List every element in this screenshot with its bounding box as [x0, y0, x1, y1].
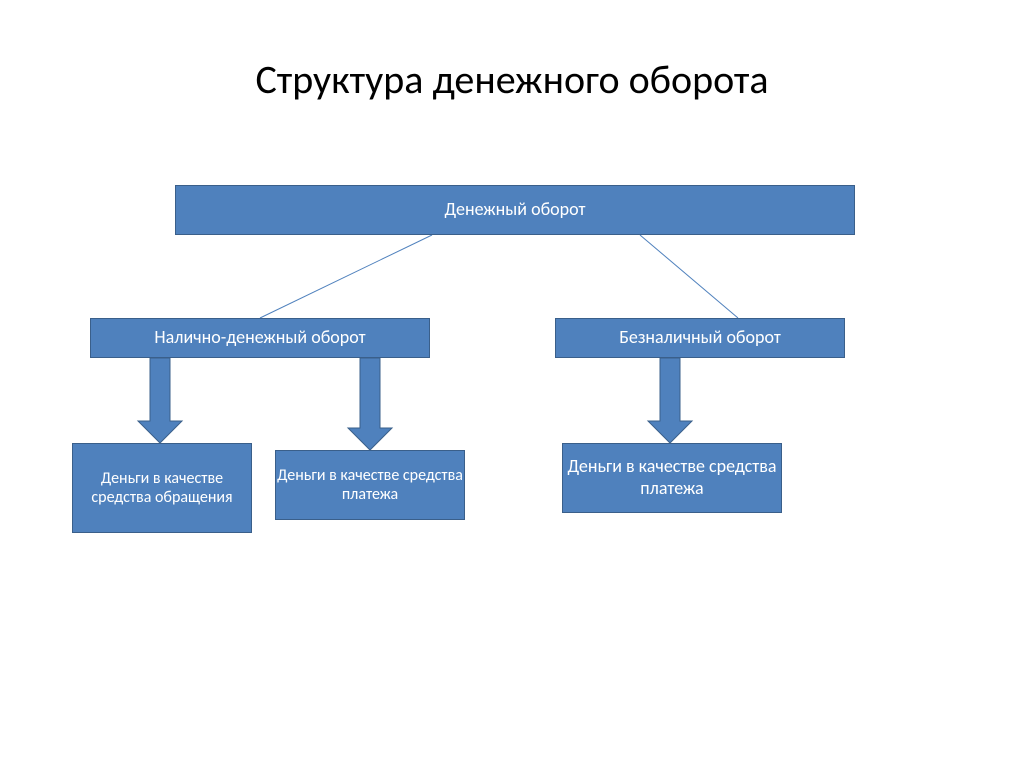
slide-title: Структура денежного оборота	[0, 55, 1024, 104]
node-medium-of-exchange: Деньги в качестве средства обращения	[72, 443, 252, 533]
node-cash-turnover: Налично-денежный оборот	[90, 318, 430, 358]
connectors-layer	[0, 0, 1024, 767]
node-means-of-payment-cash: Деньги в качестве средства платежа	[275, 450, 465, 520]
node-root: Денежный оборот	[175, 185, 855, 235]
node-noncash-turnover: Безналичный оборот	[555, 318, 845, 358]
diagram-stage: Структура денежного оборота Денежный обо…	[0, 0, 1024, 767]
node-means-of-payment-noncash: Деньги в качестве средства платежа	[562, 443, 782, 513]
